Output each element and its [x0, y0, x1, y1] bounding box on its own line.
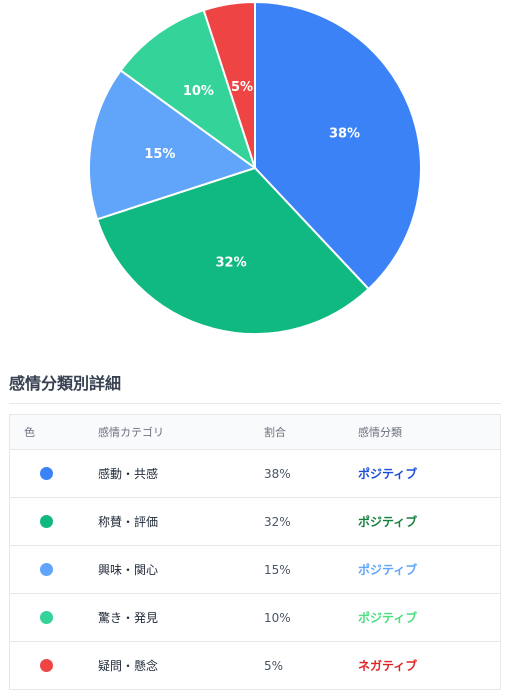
category-cell: 感動・共感	[98, 467, 159, 481]
classification-cell: ネガティブ	[358, 659, 418, 673]
pie-slice-label: 38%	[329, 127, 360, 142]
pie-slice	[254, 0, 422, 291]
table-row: 疑問・懸念 5% ネガティブ	[10, 641, 500, 689]
table-header-row: 色 感情カテゴリ 割合 感情分類	[10, 415, 500, 449]
header-classification: 感情分類	[358, 426, 402, 439]
classification-cell: ポジティブ	[358, 467, 418, 481]
color-cell	[40, 498, 53, 545]
color-dot-icon	[40, 563, 53, 576]
category-cell: 驚き・発見	[98, 611, 159, 625]
table-row: 驚き・発見 10% ポジティブ	[10, 593, 500, 641]
pie-slice-label: 32%	[215, 255, 246, 270]
pie-slice	[95, 166, 371, 335]
ratio-cell: 38%	[264, 466, 291, 481]
ratio-cell: 10%	[264, 610, 291, 625]
pie-chart: 38% 32% 15% 10% 5%	[0, 0, 515, 345]
classification-cell: ポジティブ	[358, 611, 418, 625]
pie-slice-label: 15%	[144, 147, 175, 162]
pie-chart-svg: 38% 32% 15% 10% 5%	[88, 0, 422, 335]
color-cell	[40, 642, 53, 689]
color-dot-icon	[40, 659, 53, 672]
color-dot-icon	[40, 467, 53, 480]
header-color: 色	[24, 426, 35, 439]
table-row: 興味・関心 15% ポジティブ	[10, 545, 500, 593]
header-ratio: 割合	[264, 426, 286, 439]
table-body: 感動・共感 38% ポジティブ 称賛・評価 32% ポジティブ 興味・関心 15% ポジティブ驚…	[10, 449, 500, 689]
category-cell: 称賛・評価	[98, 515, 159, 529]
category-cell: 疑問・懸念	[98, 659, 159, 673]
category-cell: 興味・関心	[98, 563, 159, 577]
pie-slice	[119, 8, 257, 171]
pie-slice	[88, 69, 258, 221]
emotion-table: 色 感情カテゴリ 割合 感情分類 感動・共感 38% ポジティブ 称賛・評価 32% ポジ…	[9, 414, 501, 690]
classification-cell: ポジティブ	[358, 515, 418, 529]
color-cell	[40, 450, 53, 497]
color-dot-icon	[40, 611, 53, 624]
color-cell	[40, 546, 53, 593]
color-cell	[40, 594, 53, 641]
pie-slice-label: 5%	[231, 80, 253, 95]
section-title: 感情分類別詳細	[9, 370, 501, 404]
ratio-cell: 5%	[264, 658, 284, 673]
table-row: 称賛・評価 32% ポジティブ	[10, 497, 500, 545]
ratio-cell: 32%	[264, 514, 291, 529]
header-category: 感情カテゴリ	[98, 426, 164, 439]
classification-cell: ポジティブ	[358, 563, 418, 577]
pie-slice-label: 10%	[183, 84, 214, 99]
ratio-cell: 15%	[264, 562, 291, 577]
pie-slice	[202, 0, 256, 169]
color-dot-icon	[40, 515, 53, 528]
table-row: 感動・共感 38% ポジティブ	[10, 449, 500, 497]
